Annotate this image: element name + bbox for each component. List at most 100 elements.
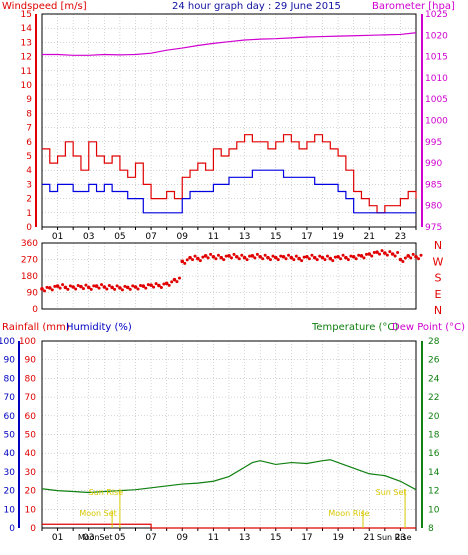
direction-point <box>307 257 311 261</box>
direction-point <box>336 254 340 259</box>
direction-point <box>128 287 132 291</box>
humidity-tick-label: 80 <box>4 374 16 384</box>
temperature-tick-label: 26 <box>428 356 440 366</box>
direction-point <box>47 286 52 290</box>
windspeed-tick-label: 2 <box>26 195 32 205</box>
direction-point <box>289 255 294 260</box>
direction-point <box>157 283 161 288</box>
direction-point <box>341 253 345 257</box>
direction-point <box>211 254 216 259</box>
humidity-tick-label: 30 <box>4 468 16 478</box>
rainfall-tick-label: 90 <box>25 356 37 366</box>
direction-point <box>81 287 85 291</box>
direction-point <box>105 287 109 291</box>
temperature-axis-label: Temperature (°C) <box>311 322 398 333</box>
direction-point <box>287 253 291 257</box>
weather-panel-x-tick-label: 19 <box>332 533 344 543</box>
direction-point <box>383 251 387 255</box>
direction-point <box>268 258 272 262</box>
barometer-tick-label: 1015 <box>425 53 448 63</box>
direction-point <box>333 255 337 259</box>
barometer-tick-label: 1025 <box>425 10 448 20</box>
direction-point <box>362 256 366 260</box>
direction-point <box>86 285 91 290</box>
rainfall-tick-label: 20 <box>25 487 37 497</box>
sun-event-label: Sun Rise <box>89 488 124 497</box>
humidity-tick-label: 50 <box>4 431 16 441</box>
weather-panel-x-tick-label: 01 <box>52 533 63 543</box>
direction-point <box>68 284 72 288</box>
wind-panel-x-tick-label: 03 <box>83 232 94 242</box>
direction-point <box>185 258 189 262</box>
grid-layer <box>41 13 417 529</box>
direction-point <box>292 258 296 262</box>
sunset-axis-label: Set <box>99 533 112 542</box>
direction-point <box>141 284 146 288</box>
temperature-tick-label: 18 <box>428 431 440 441</box>
direction-point <box>417 257 420 261</box>
direction-point <box>328 256 333 261</box>
wind-panel-x-tick-label: 15 <box>270 232 281 242</box>
direction-point <box>372 251 376 254</box>
direction-point <box>266 255 270 260</box>
direction-point <box>40 287 44 291</box>
temperature-line <box>41 459 417 494</box>
direction-point <box>305 254 309 259</box>
weather-panel-x-tick-label: 13 <box>239 533 250 543</box>
direction-point <box>276 258 280 262</box>
barometer-tick-label: 990 <box>425 159 442 169</box>
direction-point <box>279 254 283 258</box>
direction-point <box>84 283 88 287</box>
direction-point <box>227 254 231 258</box>
direction-point <box>370 254 374 258</box>
direction-point <box>196 256 200 261</box>
barometer-tick-label: 980 <box>425 202 442 212</box>
direction-point <box>364 252 368 256</box>
direction-point <box>302 255 306 259</box>
direction-point <box>201 255 205 259</box>
temperature-tick-label: 20 <box>428 412 440 422</box>
wind-panel-x-tick-label: 21 <box>364 232 375 242</box>
direction-point <box>398 257 403 262</box>
sunrise-axis-label: Sun Rise <box>377 533 412 542</box>
direction-point <box>97 286 101 290</box>
direction-point <box>209 252 213 256</box>
barometer-tick-label: 995 <box>425 138 442 148</box>
direction-point <box>45 285 49 289</box>
direction-tick-label: 90 <box>27 289 39 299</box>
direction-point <box>71 285 75 289</box>
direction-point <box>255 252 259 256</box>
humidity-tick-label: 0 <box>9 524 15 534</box>
direction-point <box>118 286 122 290</box>
rainfall-tick-label: 0 <box>30 524 36 534</box>
humidity-tick-label: 60 <box>4 412 16 422</box>
direction-point <box>242 255 247 260</box>
direction-point <box>318 254 322 258</box>
wind-panel-x-tick-label: 09 <box>177 232 189 242</box>
direction-point <box>245 258 249 262</box>
windspeed-tick-label: 0 <box>26 223 32 233</box>
direction-point <box>222 258 226 262</box>
direction-point <box>326 254 329 258</box>
direction-point <box>396 251 400 254</box>
direction-point <box>50 288 54 292</box>
direction-point <box>357 253 361 257</box>
wind-panel-x-tick-label: 23 <box>395 232 406 242</box>
direction-point <box>133 285 138 289</box>
direction-point <box>351 254 356 259</box>
direction-point <box>110 285 114 290</box>
windspeed-tick-label: 15 <box>21 10 32 20</box>
direction-point <box>102 285 107 289</box>
direction-point <box>154 282 158 286</box>
direction-point <box>240 253 244 257</box>
direction-point <box>183 261 187 265</box>
direction-point <box>271 254 275 258</box>
windspeed-tick-label: 13 <box>21 38 32 48</box>
humidity-tick-label: 90 <box>4 356 16 366</box>
wind-panel-x-tick-label: 19 <box>332 232 344 242</box>
direction-point <box>180 259 185 264</box>
direction-point <box>375 250 379 254</box>
temperature-tick-label: 22 <box>428 393 439 403</box>
direction-point <box>253 256 257 260</box>
humidity-tick-label: 100 <box>0 337 15 347</box>
